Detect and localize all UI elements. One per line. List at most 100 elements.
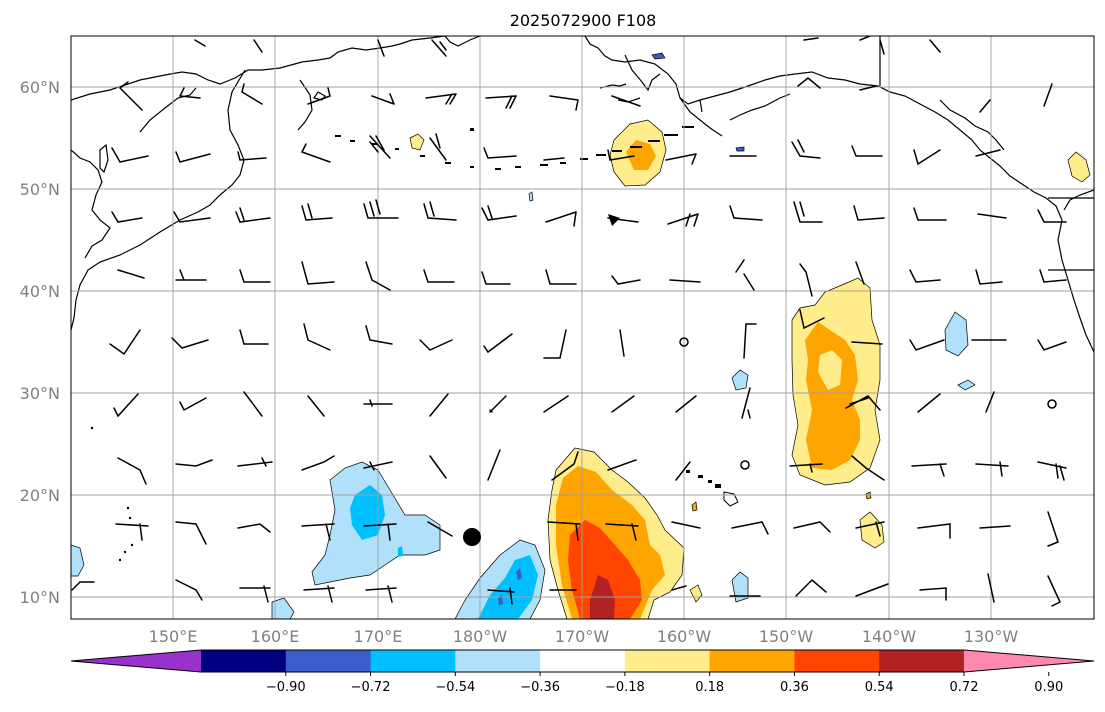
wind-barb <box>791 139 821 159</box>
shaded-contours <box>71 52 1091 619</box>
colorbar-segment <box>201 650 287 672</box>
wind-barb <box>301 523 335 541</box>
wind-barb <box>365 325 393 345</box>
wind-barb <box>853 205 885 221</box>
borders <box>879 36 1094 271</box>
wind-barb <box>545 211 577 227</box>
wind-barb <box>607 459 637 471</box>
colorbar-tick-label: −0.18 <box>605 680 645 695</box>
colorbar-tick-label: 0.72 <box>950 680 979 695</box>
wind-barb <box>363 461 393 471</box>
wind-barb <box>423 269 455 283</box>
wind-barb <box>917 523 951 539</box>
wind-barb <box>301 455 335 471</box>
wind-barb <box>851 145 883 157</box>
wind-barb <box>543 395 569 413</box>
calm-markers <box>679 337 1057 470</box>
wind-barb <box>237 523 271 533</box>
wind-barb <box>1043 83 1053 107</box>
wind-barb <box>117 457 147 485</box>
colorbar-segment <box>455 650 541 672</box>
wind-barb <box>363 199 399 219</box>
gridlines <box>71 36 1094 619</box>
wind-barb <box>975 149 1001 157</box>
map-border <box>70 35 1095 620</box>
wind-barb <box>793 201 823 223</box>
wind-barb <box>855 261 865 285</box>
wind-barb <box>363 523 397 541</box>
wind-barb <box>431 39 447 57</box>
wind-barb <box>675 461 691 481</box>
colorbar-segment <box>709 650 795 672</box>
wind-barb <box>1039 269 1067 283</box>
lat-label: 30°N <box>20 384 60 403</box>
wind-barb <box>743 323 757 359</box>
wind-barb <box>307 395 325 417</box>
wind-barb <box>301 261 335 285</box>
wind-barb <box>235 207 271 223</box>
wind-barb <box>1037 461 1067 481</box>
wind-barb <box>115 523 149 541</box>
wind-barb <box>243 391 263 417</box>
lat-label: 40°N <box>20 282 60 301</box>
wind-barb <box>419 339 453 351</box>
wind-barb <box>611 95 641 107</box>
wind-barb <box>799 263 813 297</box>
wind-barb <box>911 463 947 477</box>
wind-barb <box>239 585 271 603</box>
colorbar-segment <box>624 650 711 672</box>
wind-barb <box>365 585 397 603</box>
wind-barb <box>665 153 697 165</box>
colorbar-tick-label: 0.36 <box>780 680 809 695</box>
wind-barb <box>979 99 991 113</box>
wind-barb <box>549 95 579 111</box>
wind-barb <box>845 395 881 411</box>
wind-barb <box>667 213 699 227</box>
wind-barb <box>547 521 581 541</box>
wind-barb <box>605 523 639 541</box>
lat-label: 60°N <box>20 78 60 97</box>
wind-barb <box>179 397 207 412</box>
wind-barb <box>175 151 211 163</box>
wind-barb <box>913 207 947 221</box>
wind-barb <box>111 147 149 163</box>
wind-barb <box>175 269 207 281</box>
wind-barb <box>909 269 941 283</box>
wind-barb <box>851 455 885 481</box>
wind-barb <box>855 521 885 537</box>
figure-title: 2025072900 F108 <box>510 11 657 30</box>
wind-barb <box>239 329 269 345</box>
wind-barb <box>855 583 889 597</box>
wind-barb <box>795 578 827 597</box>
wind-barb <box>975 269 1003 285</box>
wind-barb <box>303 585 335 603</box>
wind-barb <box>1047 511 1059 547</box>
wind-barb-flag <box>608 214 620 226</box>
wind-barb <box>611 395 635 413</box>
lon-label: 140°W <box>862 627 917 646</box>
wind-barb <box>307 87 331 105</box>
wind-barb <box>909 339 945 351</box>
colorbar-segment <box>879 650 965 672</box>
wind-barb <box>987 573 995 603</box>
colorbar-segment <box>370 650 456 672</box>
lon-label: 150°W <box>759 627 814 646</box>
wind-barb <box>607 149 635 161</box>
colorbar-segment <box>794 650 880 672</box>
lat-label: 50°N <box>20 180 60 199</box>
wind-barb <box>919 587 947 601</box>
wind-barb <box>371 93 395 105</box>
wind-barb <box>487 587 515 605</box>
colorbar-extend-high <box>964 650 1094 672</box>
lon-label: 150°E <box>149 627 198 646</box>
wind-barb <box>1037 209 1067 223</box>
wind-barb <box>917 393 941 413</box>
wind-barb <box>797 77 821 89</box>
wind-barb <box>427 521 453 537</box>
wind-barb <box>1047 575 1061 607</box>
wind-barb <box>241 83 263 105</box>
wind-barb <box>879 39 885 55</box>
wind-barb <box>977 213 1007 219</box>
wind-barb <box>483 147 517 159</box>
